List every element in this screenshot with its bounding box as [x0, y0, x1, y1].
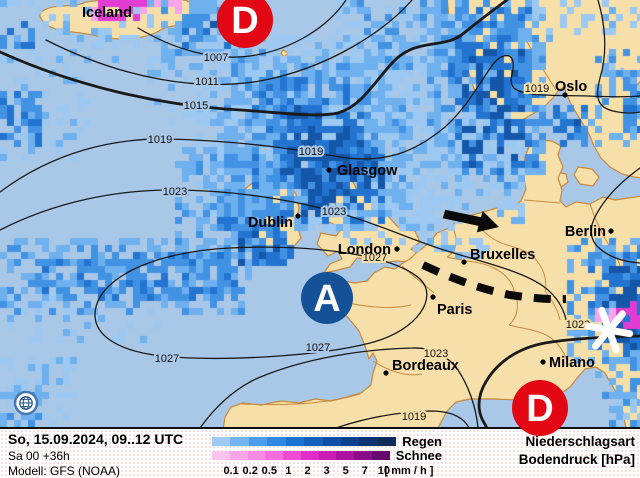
- city-label: Bruxelles: [470, 247, 535, 263]
- isobar-labels: 1007 1011 1015 1019 1019 1023 1023 1027 1019 1027…: [146, 50, 592, 425]
- snow-scale-label: Schnee: [395, 448, 442, 463]
- snow-scale-step: [247, 451, 266, 460]
- scale-tick: 1: [285, 465, 292, 477]
- isobar-value-label: 1027: [363, 252, 387, 264]
- isobar-value-label: 1023: [322, 206, 346, 218]
- legend-run-info: So, 15.09.2024, 09..12 UTC Sa 00 +36h Mo…: [8, 432, 183, 478]
- isobar-value-label: 1027: [306, 342, 330, 354]
- isobar-1007: [137, 0, 347, 58]
- rain-scale-step: [377, 437, 397, 446]
- isobar-1015: [0, 0, 509, 117]
- city-labels: Iceland Glasgow Dublin London Oslo Berlin Brux…: [82, 5, 614, 376]
- city-label: Berlin: [565, 224, 606, 240]
- city-label: Dublin: [248, 215, 293, 231]
- run-offset: Sa 00 +36h: [8, 449, 70, 463]
- pressure-label: Bodendruck [hPa]: [518, 451, 635, 467]
- snow-scale-step: [354, 451, 373, 460]
- rain-scale-step: [340, 437, 360, 446]
- valid-time: So, 15.09.2024, 09..12 UTC: [8, 431, 184, 447]
- map-annotation-layer: 1007 1011 1015 1019 1019 1023 1023 1027 1019 1027…: [0, 0, 640, 427]
- snow-scale-step: [283, 451, 301, 460]
- isobar-value-label: 1011: [195, 76, 219, 88]
- snow-scale-step: [372, 451, 390, 460]
- city-label: Glasgow: [337, 163, 398, 179]
- city-label: Iceland: [82, 5, 132, 21]
- legend-map-type: Niederschlagsart Bodendruck [hPa]: [519, 435, 635, 470]
- model-name: Modell: GFS (NOAA): [8, 464, 121, 478]
- isobar-value-label: 1019: [525, 83, 549, 95]
- rain-scale-step: [359, 437, 378, 446]
- isobar-value-label: 1015: [184, 100, 208, 112]
- isobar-east-1: [590, 167, 640, 264]
- city-dot: [430, 294, 436, 300]
- city-label: London: [338, 242, 391, 258]
- isobar-east-2: [597, 0, 640, 114]
- rain-color-scale: [212, 437, 397, 446]
- scale-tick: 2: [304, 465, 311, 477]
- precip-type-label: Niederschlagsart: [525, 434, 635, 449]
- rain-scale-step: [322, 437, 341, 446]
- scale-tick: 5: [342, 465, 349, 477]
- snow-scale-step: [265, 451, 284, 460]
- isobar-value-label: 1023: [163, 186, 187, 198]
- snow-scale-step: [318, 451, 337, 460]
- isobar-1011: [45, 0, 413, 86]
- city-label: Milano: [549, 355, 595, 371]
- scale-tick: 0.1: [223, 465, 239, 477]
- rain-scale-step: [230, 437, 249, 446]
- scale-tick: 3: [323, 465, 330, 477]
- rain-scale-step: [304, 437, 323, 446]
- rain-scale-step: [248, 437, 268, 446]
- isobar-1027-loop: [94, 246, 428, 359]
- wind-arrow-icon: [442, 209, 499, 233]
- snow-scale-step: [212, 451, 230, 460]
- isobar-value-label: 1023: [566, 319, 590, 331]
- city-dot: [540, 359, 546, 365]
- isobar-value-label: 1027: [155, 353, 179, 365]
- snow-scale-step: [336, 451, 355, 460]
- isobar-value-label: 1023: [424, 348, 448, 360]
- city-label: Paris: [437, 302, 472, 318]
- isobar-1019: [0, 54, 640, 193]
- city-dot: [295, 213, 301, 219]
- city-dot: [326, 167, 332, 173]
- rain-scale-step: [212, 437, 231, 446]
- isobar-1019-south: [336, 410, 470, 427]
- scale-unit: [ mm / h ]: [384, 465, 434, 477]
- city-dot: [562, 92, 568, 98]
- precipitation-layer: [0, 0, 640, 427]
- city-dot: [394, 246, 400, 252]
- isobar-1023-south: [199, 347, 479, 427]
- scale-tick: 0.5: [261, 465, 277, 477]
- isobar-value-label: 1019: [148, 134, 172, 146]
- rain-scale-label: Regen: [402, 434, 442, 449]
- site-logo-globe-icon: [13, 390, 39, 416]
- snow-scale-step: [229, 451, 248, 460]
- legend-scales: Regen Schnee [ mm / h ] 0.1 0.2 0.5 1 2 3 5 7 10: [212, 434, 442, 477]
- rain-scale-step: [285, 437, 305, 446]
- scale-tick: 10: [377, 465, 391, 477]
- scale-tick-labels: [ mm / h ] 0.1 0.2 0.5 1 2 3 5 7 10: [212, 465, 433, 477]
- city-dot: [383, 370, 389, 376]
- isobars: [0, 0, 640, 427]
- city-label: Oslo: [555, 79, 587, 95]
- snowflake-icon: [584, 306, 634, 354]
- rain-scale-step: [267, 437, 286, 446]
- isobar-alps-bold: [477, 334, 640, 427]
- legend: So, 15.09.2024, 09..12 UTC Sa 00 +36h Mo…: [0, 427, 640, 478]
- snow-color-scale: [212, 451, 390, 460]
- isobar-value-label: 1007: [204, 52, 228, 64]
- city-dot: [608, 228, 614, 234]
- scale-tick: 7: [361, 465, 368, 477]
- isobar-value-label: 1019: [402, 411, 426, 423]
- snow-scale-step: [300, 451, 319, 460]
- city-label: Bordeaux: [392, 358, 459, 374]
- isobar-1023: [0, 189, 568, 326]
- city-dot: [461, 259, 467, 265]
- scale-tick: 0.2: [242, 465, 258, 477]
- front-dashed-line: [421, 261, 567, 304]
- isobar-value-label: 1019: [299, 146, 323, 158]
